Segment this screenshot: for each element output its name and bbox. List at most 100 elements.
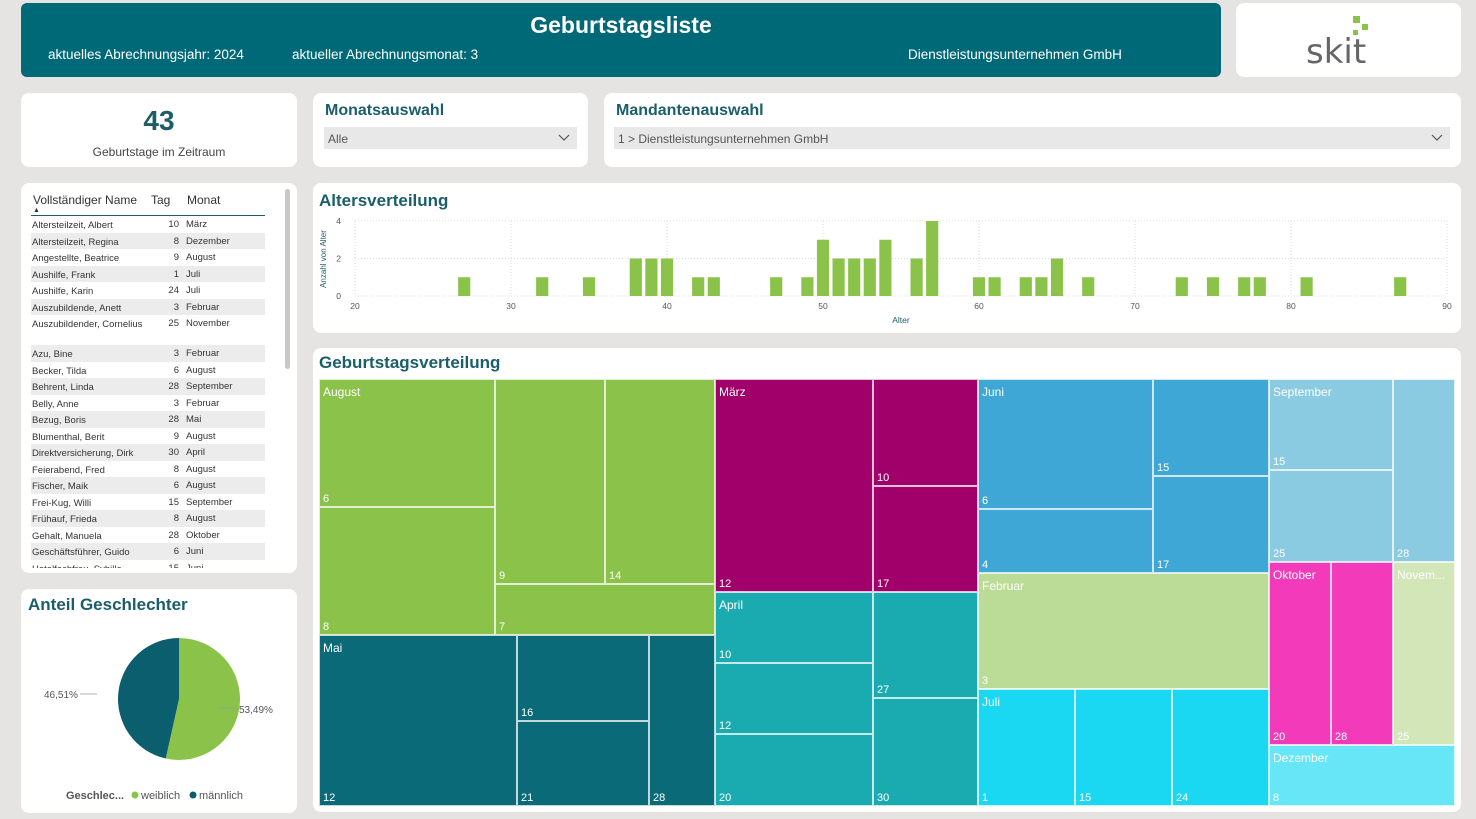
table-row[interactable]: Altersteilzeit, Regina 8 Dezember	[31, 232, 265, 249]
x-tick-label: 50	[818, 301, 828, 311]
age-bar[interactable]	[926, 221, 939, 296]
treemap-tile-juni[interactable]: Juni 6	[978, 379, 1153, 509]
age-bar[interactable]	[863, 258, 876, 297]
treemap-tile-juni[interactable]: 15	[1153, 379, 1269, 476]
treemap-tile-april[interactable]: April 10	[715, 592, 873, 663]
treemap-tile-april[interactable]: 27	[873, 592, 978, 698]
sort-ascending-icon: ▲	[33, 207, 40, 214]
age-bar[interactable]	[848, 258, 861, 297]
table-row[interactable]: Belly, Anne 3 Februar	[31, 395, 265, 412]
treemap-tile-august[interactable]: 14	[605, 379, 715, 584]
table-row[interactable]: Frühauf, Frieda 8 August	[31, 510, 265, 527]
table-row[interactable]: Gehalt, Manuela 28 Oktober	[31, 527, 265, 544]
cell-name: Auszubildender, Cornelius	[32, 319, 143, 330]
age-bar[interactable]	[1019, 277, 1032, 296]
cell-day: 3	[173, 348, 179, 359]
age-bar[interactable]	[582, 277, 596, 296]
treemap-tile-april[interactable]: 20	[715, 734, 873, 806]
age-bar[interactable]	[692, 277, 705, 296]
table-row[interactable]: Fischer, Maik 6 August	[31, 477, 265, 494]
treemap-tile-august[interactable]: 9	[495, 379, 605, 584]
logo-text: skit	[1306, 32, 1366, 71]
table-row[interactable]: Hotelfachfrau, Sybille 15 Juni	[31, 560, 265, 569]
treemap-tile-oktober[interactable]: Oktober 20	[1269, 562, 1331, 745]
age-bar[interactable]	[1175, 277, 1188, 296]
age-bar[interactable]	[770, 277, 783, 296]
treemap-tile-juli[interactable]: 15	[1075, 689, 1172, 806]
table-row[interactable]: Azu, Bine 3 Februar	[31, 345, 265, 362]
age-bar[interactable]	[879, 239, 892, 296]
age-bar[interactable]	[629, 258, 642, 297]
table-row[interactable]: Auszubildende, Anett 3 Februar	[31, 298, 265, 315]
table-row[interactable]: Altersteilzeit, Albert 10 März	[31, 216, 265, 233]
age-bar[interactable]	[1035, 277, 1048, 296]
pie-slice-männlich[interactable]	[118, 638, 179, 759]
table-row[interactable]: Behrent, Linda 28 September	[31, 378, 265, 395]
treemap-tile-maerz[interactable]: 10	[873, 379, 978, 486]
treemap-tile-oktober[interactable]: 28	[1331, 562, 1393, 745]
treemap-tile-juni[interactable]: 4	[978, 509, 1153, 573]
column-header-name[interactable]: Vollständiger Name	[33, 193, 138, 207]
treemap-tile-august[interactable]: 7	[495, 584, 715, 635]
treemap-tile-august[interactable]: 8	[319, 507, 495, 635]
age-bar[interactable]	[1206, 277, 1220, 296]
pie-slice-weiblich[interactable]	[165, 638, 241, 760]
age-bar[interactable]	[1394, 277, 1407, 296]
table-row[interactable]: Angestellte, Beatrice 9 August	[31, 249, 265, 266]
table-row[interactable]: Blumenthal, Berit 9 August	[31, 428, 265, 445]
age-bar[interactable]	[988, 277, 1001, 296]
treemap-tile-mai[interactable]: Mai 12	[319, 635, 517, 806]
table-row[interactable]: Frei-Kug, Willi 15 September	[31, 494, 265, 511]
age-bar[interactable]	[816, 239, 830, 296]
treemap-tile-juni[interactable]: 17	[1153, 476, 1269, 573]
age-bar[interactable]	[660, 258, 674, 297]
table-row[interactable]: Aushilfe, Karin 24 Juli	[31, 282, 265, 299]
column-header-month[interactable]: Monat	[187, 193, 221, 207]
age-bar[interactable]	[458, 277, 471, 296]
age-bar[interactable]	[1050, 258, 1064, 297]
treemap-tile-juli[interactable]: 24	[1172, 689, 1269, 806]
treemap-tile-juli[interactable]: Juli 1	[978, 689, 1075, 806]
treemap-tile-april[interactable]: 30	[873, 698, 978, 806]
treemap-tile-august[interactable]: August 6	[319, 379, 495, 507]
age-bar[interactable]	[1253, 277, 1266, 296]
age-bar[interactable]	[910, 258, 923, 297]
cell-name: Altersteilzeit, Albert	[32, 220, 113, 231]
age-bar[interactable]	[536, 277, 549, 296]
treemap-month-label: Dezember	[1273, 751, 1329, 765]
treemap-tile-april[interactable]: 12	[715, 663, 873, 734]
table-row[interactable]: Geschäftsführer, Guido 6 Juni	[31, 543, 265, 560]
cell-name: Angestellte, Beatrice	[32, 253, 120, 264]
treemap-tile-september[interactable]: September 15	[1269, 379, 1393, 470]
treemap-tile-mai[interactable]: 28	[649, 635, 715, 806]
cell-day: 15	[168, 496, 179, 508]
age-bar[interactable]	[832, 258, 845, 297]
age-bar[interactable]	[645, 258, 658, 297]
age-bar[interactable]	[1238, 277, 1251, 296]
age-bar[interactable]	[707, 277, 720, 296]
table-scrollbar[interactable]	[285, 189, 290, 369]
treemap-tile-dezember[interactable]: Dezember 8	[1269, 745, 1455, 806]
treemap-tile-november[interactable]: Novem... 25	[1393, 562, 1455, 745]
treemap-tile-mai[interactable]: 16	[517, 635, 649, 721]
table-row[interactable]: Direktversicherung, Dirk 30 April	[31, 444, 265, 461]
age-bar[interactable]	[1082, 277, 1095, 296]
treemap-tile-maerz[interactable]: 17	[873, 486, 978, 592]
column-header-day[interactable]: Tag	[151, 193, 171, 207]
client-dropdown[interactable]: 1 > Dienstleistungsunternehmen GmbH	[614, 127, 1450, 149]
treemap-day-label: 14	[609, 570, 622, 582]
treemap-tile-september[interactable]: 28	[1393, 379, 1455, 562]
age-bar[interactable]	[972, 277, 986, 296]
table-row[interactable]: Aushilfe, Frank 1 Juli	[31, 265, 265, 282]
table-row[interactable]: Becker, Tilda 6 August	[31, 362, 265, 379]
table-row[interactable]: Auszubildender, Cornelius 25 November	[31, 315, 265, 345]
table-row[interactable]: Bezug, Boris 28 Mai	[31, 411, 265, 428]
age-bar[interactable]	[801, 277, 814, 296]
age-bar[interactable]	[1300, 277, 1313, 296]
month-dropdown[interactable]: Alle	[324, 127, 577, 149]
treemap-tile-mai[interactable]: 21	[517, 721, 649, 806]
treemap-tile-september[interactable]: 25	[1269, 470, 1393, 562]
treemap-tile-februar[interactable]: Februar 3	[978, 573, 1269, 689]
treemap-tile-maerz[interactable]: März 12	[715, 379, 873, 592]
table-row[interactable]: Feierabend, Fred 8 August	[31, 461, 265, 478]
